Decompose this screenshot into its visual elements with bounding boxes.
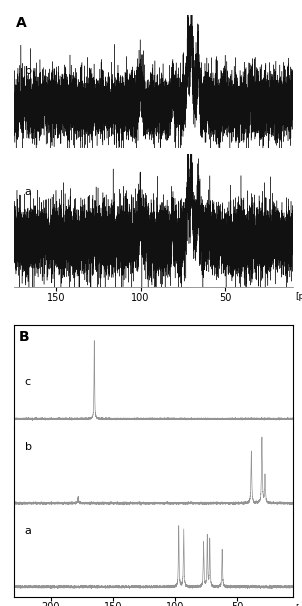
Text: [ppm]: [ppm]	[296, 292, 302, 301]
Text: c: c	[25, 377, 31, 387]
Text: a: a	[25, 526, 32, 536]
Text: a: a	[25, 187, 32, 196]
Text: A: A	[16, 16, 27, 30]
Text: B: B	[19, 330, 30, 344]
Text: b: b	[25, 66, 32, 76]
Text: b: b	[25, 442, 32, 451]
Text: [ppm]: [ppm]	[296, 604, 302, 606]
